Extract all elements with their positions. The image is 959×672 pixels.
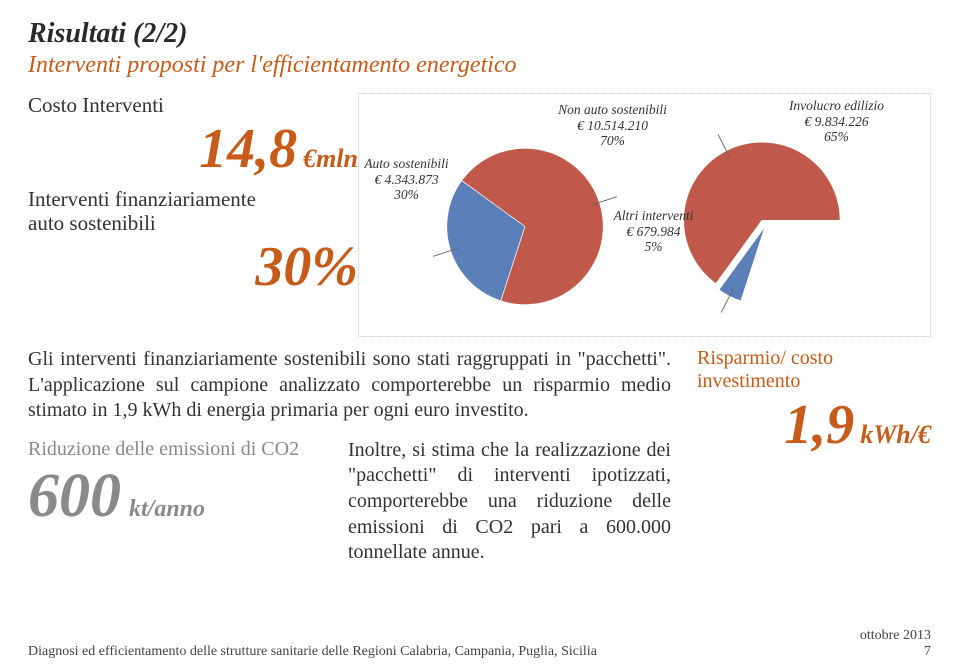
metric-costo: Costo Interventi 14,8 €mln (28, 93, 358, 181)
pie-right: Altri interventi € 679.984 5% Involucro … (650, 100, 880, 330)
metric-costo-label: Costo Interventi (28, 93, 358, 117)
bottom-row: Riduzione delle emissioni di CO2 600 kt/… (28, 438, 671, 566)
metric-risparmio: Risparmio/ costo investimento 1,9 kWh/€ (691, 347, 931, 457)
pie-left-label-0: Auto sostenibili € 4.343.873 30% (352, 156, 462, 203)
pie-right-label-0: Altri interventi € 679.984 5% (604, 208, 704, 255)
charts-panel: Auto sostenibili € 4.343.873 30% Non aut… (358, 93, 931, 337)
metric-co2-unit: kt/anno (129, 496, 205, 523)
footer-left: Diagnosi ed efficientamento delle strutt… (28, 644, 597, 660)
page-title: Risultati (2/2) (28, 18, 931, 50)
footer-page: 7 (860, 644, 931, 660)
metric-co2-value: 600 (28, 461, 121, 532)
metric-risparmio-value: 1,9 (784, 393, 854, 457)
footer-right: ottobre 2013 7 (860, 628, 931, 660)
metric-costo-unit: €mln (303, 144, 358, 174)
metric-co2-label: Riduzione delle emissioni di CO2 (28, 438, 328, 461)
metric-autosost-value: 30% (255, 235, 358, 299)
metric-autosost: Interventi finanziariamente auto sosteni… (28, 187, 358, 299)
metric-autosost-label: Interventi finanziariamente auto sosteni… (28, 187, 288, 235)
metric-co2: Riduzione delle emissioni di CO2 600 kt/… (28, 438, 328, 566)
metric-risparmio-unit: kWh/€ (860, 420, 931, 450)
footer-date: ottobre 2013 (860, 628, 931, 644)
metric-costo-value: 14,8 (199, 117, 297, 181)
metric-risparmio-label: Risparmio/ costo investimento (691, 347, 931, 393)
top-row: Costo Interventi 14,8 €mln Interventi fi… (28, 93, 931, 337)
left-metrics: Costo Interventi 14,8 €mln Interventi fi… (28, 93, 358, 337)
footer: Diagnosi ed efficientamento delle strutt… (28, 628, 931, 660)
mid-row: Risparmio/ costo investimento 1,9 kWh/€ … (28, 347, 931, 424)
paragraph-2: Inoltre, si stima che la realizzazione d… (348, 438, 671, 566)
page-subtitle: Interventi proposti per l'efficientament… (28, 52, 931, 79)
slide-page: Risultati (2/2) Interventi proposti per … (0, 0, 959, 672)
pie-right-label-1: Involucro edilizio € 9.834.226 65% (782, 98, 892, 145)
